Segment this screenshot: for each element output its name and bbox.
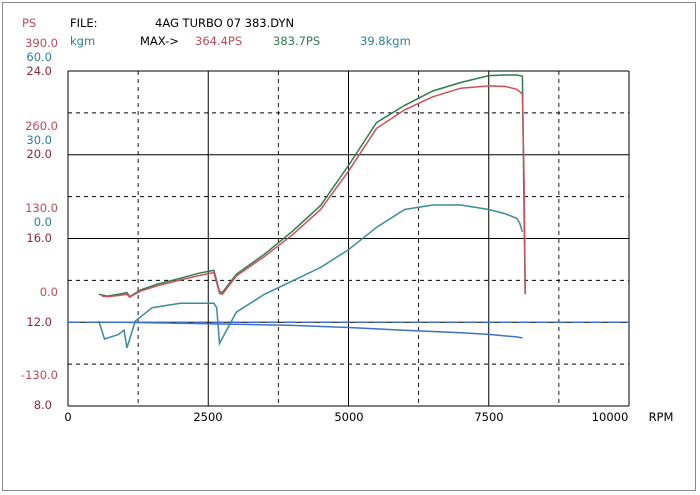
ps-tick-label: 130.0 xyxy=(25,201,58,215)
ps-unit-label: PS xyxy=(22,16,36,30)
boost-tick-label: 16.0 xyxy=(26,231,52,245)
max-label: MAX-> xyxy=(140,34,179,48)
ps-tick-label: 390.0 xyxy=(25,36,58,50)
x-axis-label: RPM xyxy=(649,410,674,424)
ps-tick-label: 0.0 xyxy=(40,285,58,299)
x-tick-label: 7500 xyxy=(474,410,503,424)
file-label: FILE: xyxy=(70,16,98,30)
plot-area xyxy=(67,70,630,407)
kgm-tick-label: 0.0 xyxy=(34,215,52,229)
boost-tick-label: 12.0 xyxy=(26,315,52,329)
series-line-ps-1 xyxy=(101,85,526,299)
max-ps-green: 383.7PS xyxy=(273,34,320,48)
x-tick-label: 0 xyxy=(64,410,71,424)
series-line-kgm-2 xyxy=(98,204,524,349)
series-line-ps-0 xyxy=(98,74,526,298)
x-tick-label: 5000 xyxy=(334,410,363,424)
ps-tick-label: -130.0 xyxy=(21,368,58,382)
kgm-tick-label: 60.0 xyxy=(26,50,52,64)
file-name: 4AG TURBO 07 383.DYN xyxy=(155,16,294,30)
series-line-boost-3 xyxy=(98,321,523,339)
x-tick-label: 2500 xyxy=(193,410,222,424)
x-tick-label: 10000 xyxy=(592,410,629,424)
max-kgm: 39.8kgm xyxy=(360,34,411,48)
kgm-tick-label: 30.0 xyxy=(26,133,52,147)
ps-tick-label: 260.0 xyxy=(25,119,58,133)
chart-frame xyxy=(2,2,696,491)
max-ps-red: 364.4PS xyxy=(195,34,242,48)
kgm-unit-label: kgm xyxy=(70,34,95,48)
boost-tick-label: 8.0 xyxy=(34,398,52,412)
boost-tick-label: 20.0 xyxy=(26,147,52,161)
boost-tick-label: 24.0 xyxy=(26,64,52,78)
